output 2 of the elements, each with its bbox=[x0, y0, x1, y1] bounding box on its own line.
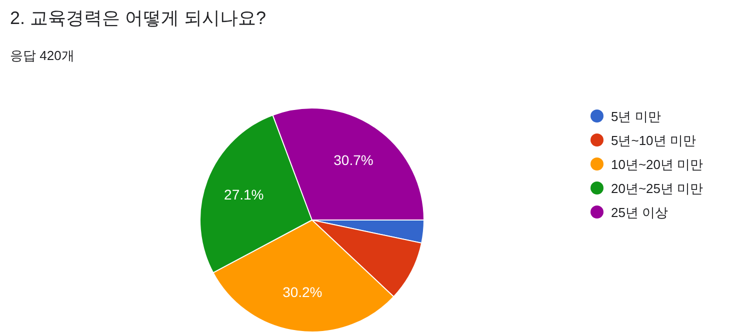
title: 2. 교육경력은 어떻게 되시나요? bbox=[10, 8, 266, 28]
subtitle: 응답 420개 bbox=[10, 48, 74, 63]
